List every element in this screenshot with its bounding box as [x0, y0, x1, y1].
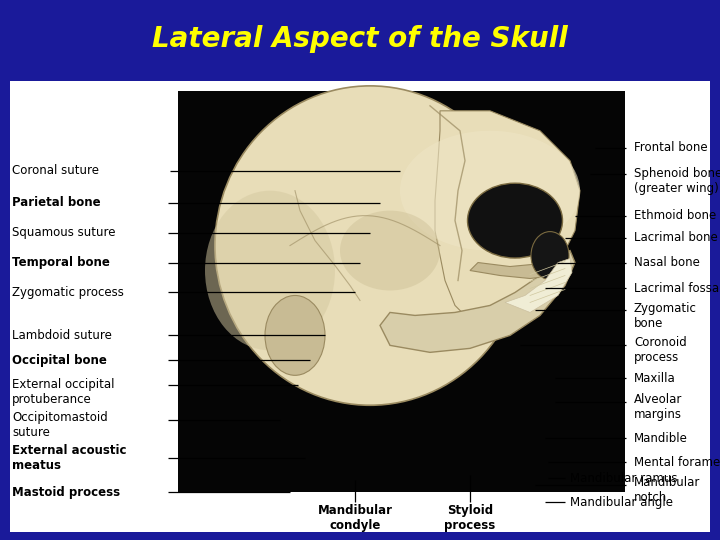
Text: Zygomatic
bone: Zygomatic bone	[634, 302, 697, 330]
Ellipse shape	[340, 211, 440, 291]
Text: Nasal bone: Nasal bone	[634, 256, 700, 269]
Text: Zygomatic process: Zygomatic process	[12, 286, 124, 299]
Polygon shape	[505, 259, 572, 313]
Text: Lateral Aspect of the Skull: Lateral Aspect of the Skull	[152, 25, 568, 53]
Text: Temporal bone: Temporal bone	[12, 256, 110, 269]
Text: Mandible: Mandible	[634, 431, 688, 445]
Ellipse shape	[265, 295, 325, 375]
Ellipse shape	[400, 131, 580, 251]
Text: Mastoid process: Mastoid process	[12, 485, 120, 498]
Ellipse shape	[205, 191, 335, 350]
Text: Mandibular angle: Mandibular angle	[570, 496, 673, 509]
Polygon shape	[380, 251, 575, 353]
Text: Ethmoid bone: Ethmoid bone	[634, 209, 716, 222]
Ellipse shape	[467, 183, 562, 258]
Text: Parietal bone: Parietal bone	[12, 196, 101, 209]
Text: Coronoid
process: Coronoid process	[634, 336, 687, 365]
Text: Mandibular
notch: Mandibular notch	[634, 476, 701, 504]
Text: Lambdoid suture: Lambdoid suture	[12, 329, 112, 342]
Ellipse shape	[215, 86, 525, 405]
Ellipse shape	[531, 232, 569, 280]
Text: External occipital
protuberance: External occipital protuberance	[12, 379, 114, 406]
Text: Maxilla: Maxilla	[634, 372, 676, 385]
Text: Mandibular ramus: Mandibular ramus	[570, 471, 678, 484]
Text: Sphenoid bone
(greater wing): Sphenoid bone (greater wing)	[634, 167, 720, 195]
Bar	[178, 91, 625, 492]
Text: Mandibular
condyle: Mandibular condyle	[318, 504, 392, 532]
Text: Lacrimal bone: Lacrimal bone	[634, 231, 718, 244]
Text: Alveolar
margins: Alveolar margins	[634, 393, 683, 421]
Text: Frontal bone: Frontal bone	[634, 141, 708, 154]
Text: Occipitomastoid
suture: Occipitomastoid suture	[12, 411, 108, 439]
Text: Styloid
process: Styloid process	[444, 504, 495, 532]
Text: Squamous suture: Squamous suture	[12, 226, 115, 239]
Text: Lacrimal fossa: Lacrimal fossa	[634, 282, 719, 295]
Polygon shape	[435, 111, 580, 326]
Text: External acoustic
meatus: External acoustic meatus	[12, 444, 127, 472]
Polygon shape	[470, 260, 570, 279]
Text: Coronal suture: Coronal suture	[12, 164, 99, 177]
Text: Occipital bone: Occipital bone	[12, 354, 107, 367]
Text: Mental foramen: Mental foramen	[634, 456, 720, 469]
